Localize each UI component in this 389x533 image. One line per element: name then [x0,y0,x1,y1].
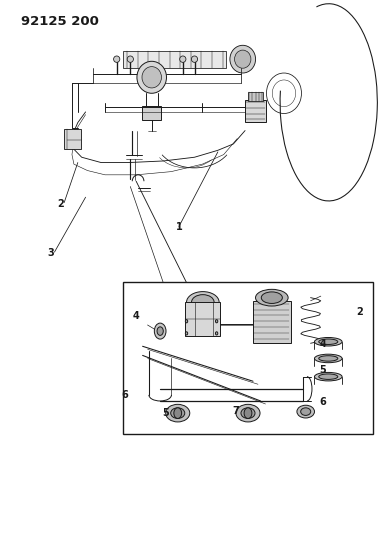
Bar [123,51,226,68]
Ellipse shape [301,408,311,415]
Circle shape [216,320,218,323]
Ellipse shape [235,50,251,68]
Text: 5: 5 [162,408,169,418]
Bar [64,129,81,149]
Circle shape [185,320,187,323]
Text: 6: 6 [121,391,128,400]
Ellipse shape [314,373,342,381]
Ellipse shape [297,405,314,418]
Ellipse shape [127,56,133,62]
Ellipse shape [314,354,342,362]
Circle shape [157,327,163,335]
Text: 5: 5 [319,366,326,375]
Ellipse shape [171,408,185,418]
Text: 92125 200: 92125 200 [21,15,99,28]
Ellipse shape [137,61,166,93]
Text: 2: 2 [57,199,64,208]
Ellipse shape [166,405,190,422]
Ellipse shape [256,289,288,306]
Bar [248,92,263,101]
Ellipse shape [230,45,256,73]
Text: 7: 7 [232,407,239,416]
Ellipse shape [241,408,255,418]
Ellipse shape [142,67,161,88]
Ellipse shape [314,337,342,346]
Text: 1: 1 [175,222,182,231]
Ellipse shape [191,295,214,310]
Text: 4: 4 [133,311,140,320]
Circle shape [244,408,252,418]
Bar [253,301,291,343]
Circle shape [185,332,187,335]
Ellipse shape [191,56,198,62]
Bar [185,302,221,336]
Ellipse shape [114,56,120,62]
Ellipse shape [180,56,186,62]
Text: 3: 3 [47,248,54,258]
Circle shape [154,323,166,339]
Ellipse shape [261,292,282,303]
Ellipse shape [319,339,338,344]
Circle shape [174,408,182,418]
Ellipse shape [319,374,338,379]
Text: 6: 6 [319,398,326,407]
Text: 2: 2 [356,307,363,317]
Circle shape [216,332,218,335]
Bar [245,100,266,122]
Ellipse shape [186,292,219,313]
Ellipse shape [236,405,260,422]
Text: 4: 4 [319,339,326,349]
Bar [123,282,373,434]
Ellipse shape [319,356,338,361]
Bar [142,106,161,120]
